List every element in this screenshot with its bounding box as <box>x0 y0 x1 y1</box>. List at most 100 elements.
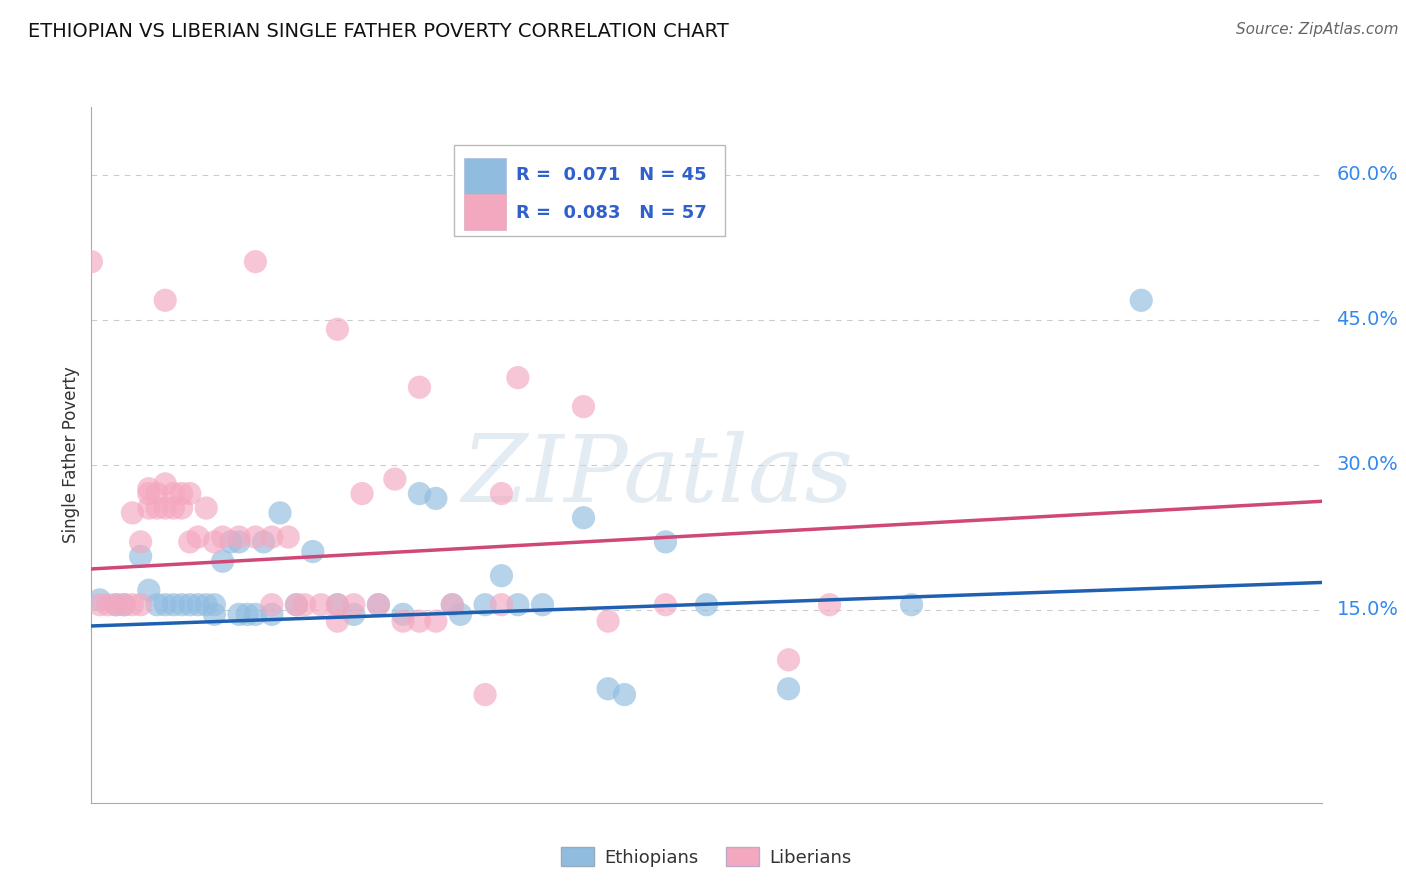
Point <box>105 598 127 612</box>
Point <box>572 400 595 414</box>
Point <box>228 530 250 544</box>
Point <box>138 482 160 496</box>
Point <box>195 501 218 516</box>
Point <box>384 472 406 486</box>
Point <box>236 607 259 622</box>
Point <box>654 598 676 612</box>
Point <box>818 598 841 612</box>
Point <box>449 607 471 622</box>
Point <box>97 598 120 612</box>
Point <box>170 486 193 500</box>
Point <box>162 501 184 516</box>
Point <box>596 681 619 696</box>
Point <box>392 607 415 622</box>
Text: 45.0%: 45.0% <box>1336 310 1399 329</box>
Point <box>187 530 209 544</box>
Point <box>269 506 291 520</box>
Point <box>572 510 595 524</box>
Point <box>138 486 160 500</box>
Point <box>187 598 209 612</box>
Point <box>179 486 201 500</box>
Point <box>202 535 225 549</box>
Point <box>245 254 267 268</box>
Point <box>506 370 529 384</box>
Text: Source: ZipAtlas.com: Source: ZipAtlas.com <box>1236 22 1399 37</box>
Legend: Ethiopians, Liberians: Ethiopians, Liberians <box>554 840 859 874</box>
Text: ZIPatlas: ZIPatlas <box>461 431 853 521</box>
Point <box>260 530 283 544</box>
Point <box>392 614 415 628</box>
Point <box>146 501 169 516</box>
Point <box>129 535 152 549</box>
Point <box>146 598 169 612</box>
Point <box>202 598 225 612</box>
Point <box>112 598 135 612</box>
Point <box>170 598 193 612</box>
Text: R =  0.083   N = 57: R = 0.083 N = 57 <box>516 203 707 222</box>
Point <box>506 598 529 612</box>
Point <box>613 688 636 702</box>
Point <box>343 598 366 612</box>
Point <box>441 598 464 612</box>
Point <box>408 614 430 628</box>
Point <box>245 530 267 544</box>
Point <box>211 554 233 568</box>
Point <box>89 592 111 607</box>
Point <box>531 598 554 612</box>
Point <box>138 583 160 598</box>
Point <box>778 653 800 667</box>
Point <box>162 486 184 500</box>
Point <box>89 598 111 612</box>
FancyBboxPatch shape <box>454 145 725 235</box>
Point <box>260 598 283 612</box>
Point <box>491 598 513 612</box>
Y-axis label: Single Father Poverty: Single Father Poverty <box>62 367 80 543</box>
Text: R =  0.071   N = 45: R = 0.071 N = 45 <box>516 166 706 185</box>
Point <box>309 598 332 612</box>
Point <box>153 501 177 516</box>
Point <box>900 598 922 612</box>
Point <box>179 535 201 549</box>
Point <box>80 254 103 268</box>
Point <box>491 486 513 500</box>
Point <box>162 598 184 612</box>
Point <box>474 598 496 612</box>
Point <box>408 486 430 500</box>
Point <box>228 535 250 549</box>
Point <box>367 598 389 612</box>
Point <box>105 598 127 612</box>
Point <box>491 568 513 582</box>
Point <box>695 598 717 612</box>
Point <box>219 535 242 549</box>
Text: 60.0%: 60.0% <box>1336 165 1398 184</box>
Point <box>195 598 218 612</box>
Point <box>343 607 366 622</box>
Text: ETHIOPIAN VS LIBERIAN SINGLE FATHER POVERTY CORRELATION CHART: ETHIOPIAN VS LIBERIAN SINGLE FATHER POVE… <box>28 22 728 41</box>
Point <box>425 491 447 506</box>
Point <box>654 535 676 549</box>
Point <box>294 598 316 612</box>
Text: 30.0%: 30.0% <box>1336 455 1398 474</box>
Point <box>121 598 143 612</box>
Point <box>146 486 169 500</box>
Point <box>425 614 447 628</box>
Point <box>211 530 233 544</box>
Point <box>277 530 299 544</box>
Point <box>153 598 177 612</box>
Point <box>153 293 177 308</box>
Point <box>253 535 276 549</box>
Point <box>367 598 389 612</box>
Point <box>1130 293 1153 308</box>
Point <box>260 607 283 622</box>
Point <box>245 607 267 622</box>
Point <box>326 598 349 612</box>
Point <box>778 681 800 696</box>
Point <box>228 607 250 622</box>
Point <box>301 544 323 558</box>
Point <box>441 598 464 612</box>
Point <box>474 688 496 702</box>
Point <box>326 614 349 628</box>
Point <box>129 549 152 564</box>
Point <box>326 322 349 336</box>
FancyBboxPatch shape <box>464 194 506 230</box>
